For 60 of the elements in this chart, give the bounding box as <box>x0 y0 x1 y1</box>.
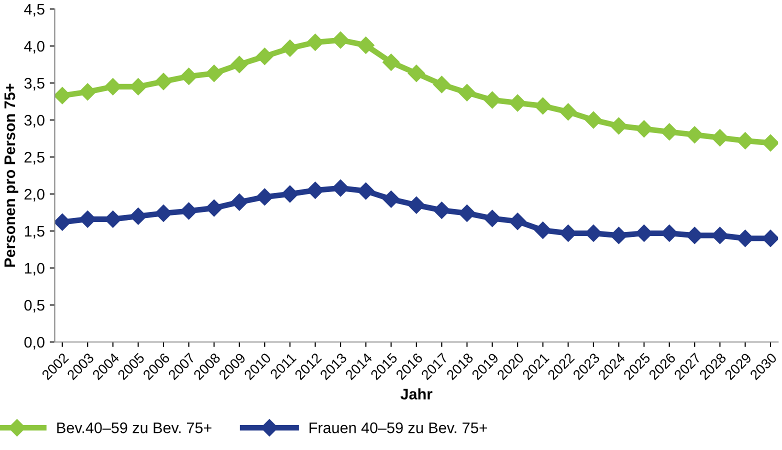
point <box>154 204 172 222</box>
point <box>686 126 704 144</box>
point <box>256 188 274 206</box>
point <box>306 34 324 51</box>
point <box>332 32 350 49</box>
point <box>484 91 501 109</box>
point <box>408 196 425 214</box>
point <box>382 190 400 208</box>
point <box>180 202 198 220</box>
legend-label: Bev.40–59 zu Bev. 75+ <box>57 422 212 434</box>
point <box>206 64 223 82</box>
y-tick-label: 0,0 <box>24 336 44 350</box>
point <box>79 83 96 100</box>
point <box>762 134 778 152</box>
point <box>433 202 450 219</box>
point <box>509 94 526 112</box>
point <box>154 72 172 90</box>
point <box>357 182 374 200</box>
y-tick-label: 3,5 <box>24 78 44 90</box>
point <box>130 208 147 225</box>
point <box>736 132 754 150</box>
y-tick-label: 4,5 <box>24 4 44 16</box>
y-tick-label: 4,0 <box>24 40 44 54</box>
y-tick-label: 0,5 <box>24 300 44 312</box>
y-tick-label: 2,0 <box>24 188 44 202</box>
y-tick-label: 3,0 <box>24 114 44 128</box>
point <box>610 226 628 244</box>
point <box>332 180 350 197</box>
point <box>458 84 476 102</box>
point <box>54 87 71 104</box>
point <box>206 200 223 217</box>
point <box>306 182 324 199</box>
point <box>635 120 653 138</box>
y-tick-label: 1,5 <box>24 226 44 238</box>
point <box>54 214 71 231</box>
legend-label: Frauen 40–59 zu Bev. 75+ <box>310 422 487 434</box>
point <box>230 194 248 211</box>
point <box>560 103 577 120</box>
y-tick-label: 1,0 <box>24 262 44 276</box>
point <box>180 68 198 85</box>
y-axis-title: Personen pro Person 75+ <box>4 84 18 267</box>
point <box>711 129 728 146</box>
point <box>660 123 678 140</box>
point <box>281 185 299 203</box>
point <box>610 117 628 134</box>
point <box>534 222 552 239</box>
y-tick-label: 2,5 <box>24 152 44 164</box>
point <box>408 64 425 82</box>
point <box>357 36 374 54</box>
point <box>382 54 400 71</box>
point <box>256 48 274 65</box>
x-axis-title: Jahr <box>400 388 432 400</box>
point <box>534 97 552 114</box>
point <box>458 204 476 222</box>
point <box>433 76 450 94</box>
point <box>509 212 526 230</box>
point <box>484 210 501 227</box>
point <box>281 40 299 57</box>
point <box>230 56 248 74</box>
point <box>584 111 602 129</box>
